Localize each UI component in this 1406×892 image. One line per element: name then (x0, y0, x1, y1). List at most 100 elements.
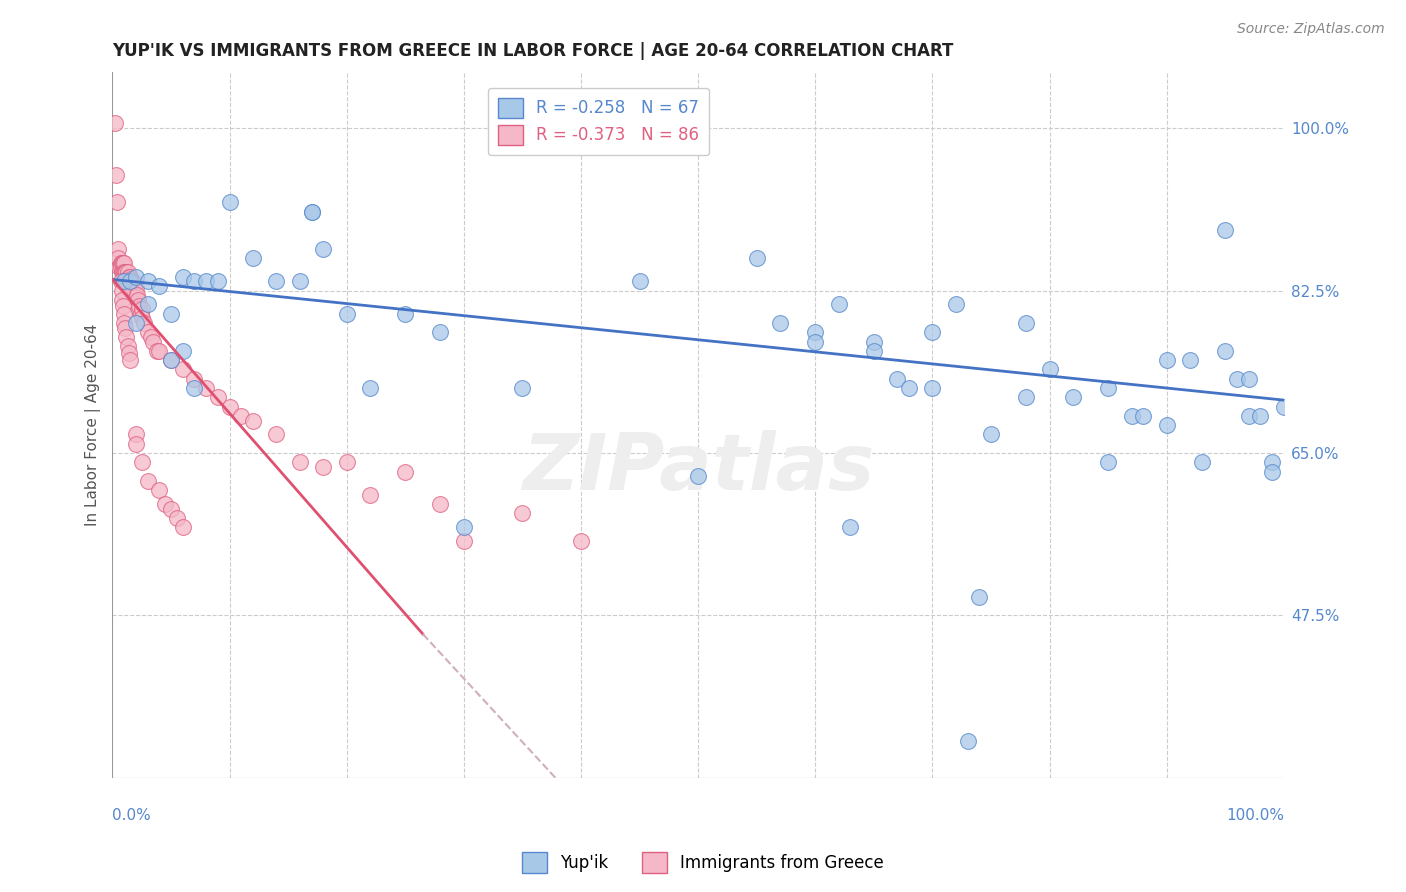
Point (172, 269, 194, 284)
Point (828, 297, 851, 311)
Point (114, 274, 136, 288)
Point (115, 330, 138, 344)
Point (124, 286, 146, 301)
Point (111, 265, 134, 279)
Point (266, 274, 288, 288)
Point (117, 265, 139, 279)
Point (111, 256, 134, 270)
Point (118, 279, 141, 293)
Point (1097, 455, 1119, 469)
Point (114, 320, 136, 334)
Point (218, 400, 240, 414)
Point (1237, 372, 1260, 386)
Point (111, 293, 134, 307)
Point (148, 483, 170, 498)
Point (160, 353, 183, 368)
Point (312, 459, 335, 474)
Legend: Yup'ik, Immigrants from Greece: Yup'ik, Immigrants from Greece (516, 846, 890, 880)
Point (172, 343, 194, 358)
Text: Source: ZipAtlas.com: Source: ZipAtlas.com (1237, 22, 1385, 37)
Point (453, 534, 475, 549)
Point (148, 279, 170, 293)
Point (207, 390, 229, 404)
Point (512, 381, 534, 395)
Point (863, 343, 886, 358)
Point (127, 293, 149, 307)
Point (1261, 455, 1284, 469)
Point (359, 488, 381, 502)
Point (148, 343, 170, 358)
Point (166, 511, 188, 525)
Point (118, 353, 141, 368)
Point (172, 520, 194, 534)
Point (195, 274, 218, 288)
Point (128, 299, 150, 313)
Point (125, 436, 148, 450)
Point (863, 334, 886, 349)
Point (160, 353, 183, 368)
Point (288, 455, 311, 469)
Point (118, 279, 141, 293)
Point (125, 290, 148, 304)
Point (117, 339, 139, 353)
Point (183, 274, 205, 288)
Point (1121, 409, 1143, 423)
Text: ZIPatlas: ZIPatlas (522, 430, 875, 506)
Point (139, 330, 162, 344)
Point (745, 251, 768, 265)
Point (136, 274, 159, 288)
Point (394, 465, 416, 479)
Point (301, 204, 323, 219)
Point (110, 260, 132, 275)
Point (429, 326, 451, 340)
Point (112, 274, 135, 288)
Point (118, 345, 141, 359)
Point (160, 307, 183, 321)
Point (136, 297, 159, 311)
Point (886, 372, 908, 386)
Point (628, 274, 651, 288)
Point (336, 307, 359, 321)
Y-axis label: In Labor Force | Age 20-64: In Labor Force | Age 20-64 (86, 324, 101, 526)
Point (569, 534, 592, 549)
Point (1097, 381, 1119, 395)
Point (1015, 316, 1038, 330)
Point (115, 265, 138, 279)
Point (183, 372, 205, 386)
Point (118, 269, 141, 284)
Point (453, 520, 475, 534)
Point (112, 265, 135, 279)
Point (114, 265, 136, 279)
Point (956, 733, 979, 747)
Point (105, 195, 128, 210)
Point (120, 271, 142, 285)
Point (312, 242, 335, 256)
Point (1213, 343, 1236, 358)
Point (804, 326, 827, 340)
Point (111, 256, 134, 270)
Point (115, 274, 138, 288)
Point (195, 381, 218, 395)
Point (111, 265, 134, 279)
Point (118, 269, 141, 284)
Point (120, 281, 142, 295)
Point (127, 302, 149, 317)
Point (121, 284, 143, 298)
Point (111, 299, 134, 313)
Point (1261, 465, 1284, 479)
Point (146, 343, 169, 358)
Point (1156, 353, 1178, 368)
Point (1272, 400, 1295, 414)
Point (266, 427, 288, 442)
Point (121, 274, 143, 288)
Point (172, 362, 194, 376)
Point (1213, 223, 1236, 237)
Point (125, 288, 148, 302)
Text: 0.0%: 0.0% (112, 808, 152, 823)
Point (980, 427, 1002, 442)
Point (125, 281, 148, 295)
Point (132, 316, 155, 330)
Point (839, 520, 862, 534)
Point (131, 311, 153, 326)
Point (1062, 390, 1084, 404)
